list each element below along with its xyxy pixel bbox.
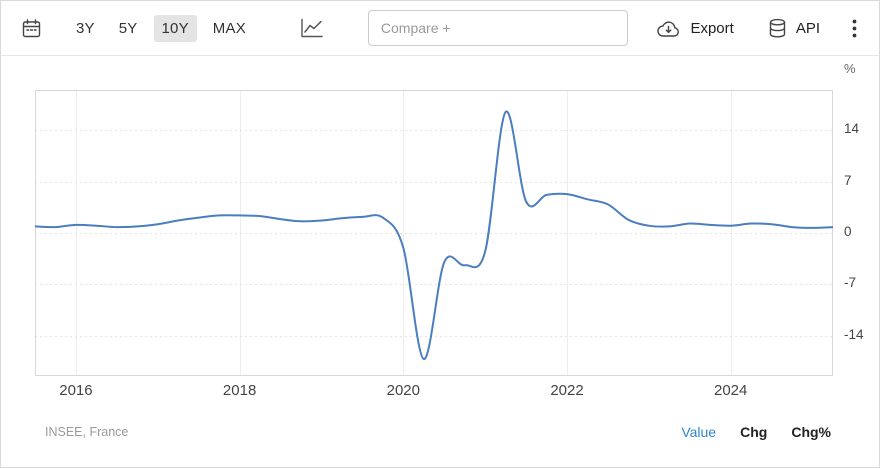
x-tick-label: 2022 xyxy=(550,382,584,399)
api-button[interactable]: API xyxy=(768,18,820,39)
mode-selector: Value Chg Chg% xyxy=(681,424,831,440)
period-button-max[interactable]: MAX xyxy=(205,15,254,42)
footer: INSEE, France Value Chg Chg% xyxy=(1,417,879,447)
compare-input[interactable] xyxy=(367,10,628,46)
mode-chg[interactable]: Chg xyxy=(740,424,768,440)
y-tick-label: 14 xyxy=(844,121,860,137)
y-tick-label: -14 xyxy=(844,326,864,342)
kebab-menu-icon xyxy=(852,19,857,37)
more-options-button[interactable] xyxy=(848,15,861,42)
x-tick-label: 2024 xyxy=(714,382,748,399)
chart-type-button[interactable] xyxy=(296,14,328,43)
source-attribution: INSEE, France xyxy=(45,425,129,439)
y-axis-unit: % xyxy=(844,61,856,76)
mode-chgpct[interactable]: Chg% xyxy=(791,424,831,440)
chart-region: % -14 -7 0 7 14 2016 2018 2020 2022 2024 xyxy=(1,56,879,408)
export-button[interactable]: Export xyxy=(656,19,734,38)
api-label: API xyxy=(795,19,820,37)
cloud-download-icon xyxy=(657,20,680,37)
y-tick-label: 7 xyxy=(844,172,852,188)
period-button-5y[interactable]: 5Y xyxy=(111,15,146,42)
x-tick-label: 2020 xyxy=(386,382,420,399)
calendar-icon xyxy=(22,18,41,37)
database-icon xyxy=(769,18,786,38)
y-tick-label: -7 xyxy=(844,275,857,291)
x-tick-label: 2016 xyxy=(59,382,93,399)
period-selector: 3Y 5Y 10Y MAX xyxy=(68,14,254,42)
y-tick-label: 0 xyxy=(844,224,852,239)
period-button-10y[interactable]: 10Y xyxy=(153,14,197,42)
line-chart-icon xyxy=(301,18,323,37)
x-tick-label: 2018 xyxy=(222,382,257,399)
date-range-button[interactable] xyxy=(17,14,46,43)
mode-value[interactable]: Value xyxy=(681,424,717,440)
export-label: Export xyxy=(690,19,734,37)
toolbar: 3Y 5Y 10Y MAX Export API xyxy=(1,1,879,56)
chart-svg[interactable] xyxy=(35,90,833,376)
period-button-3y[interactable]: 3Y xyxy=(68,15,103,42)
